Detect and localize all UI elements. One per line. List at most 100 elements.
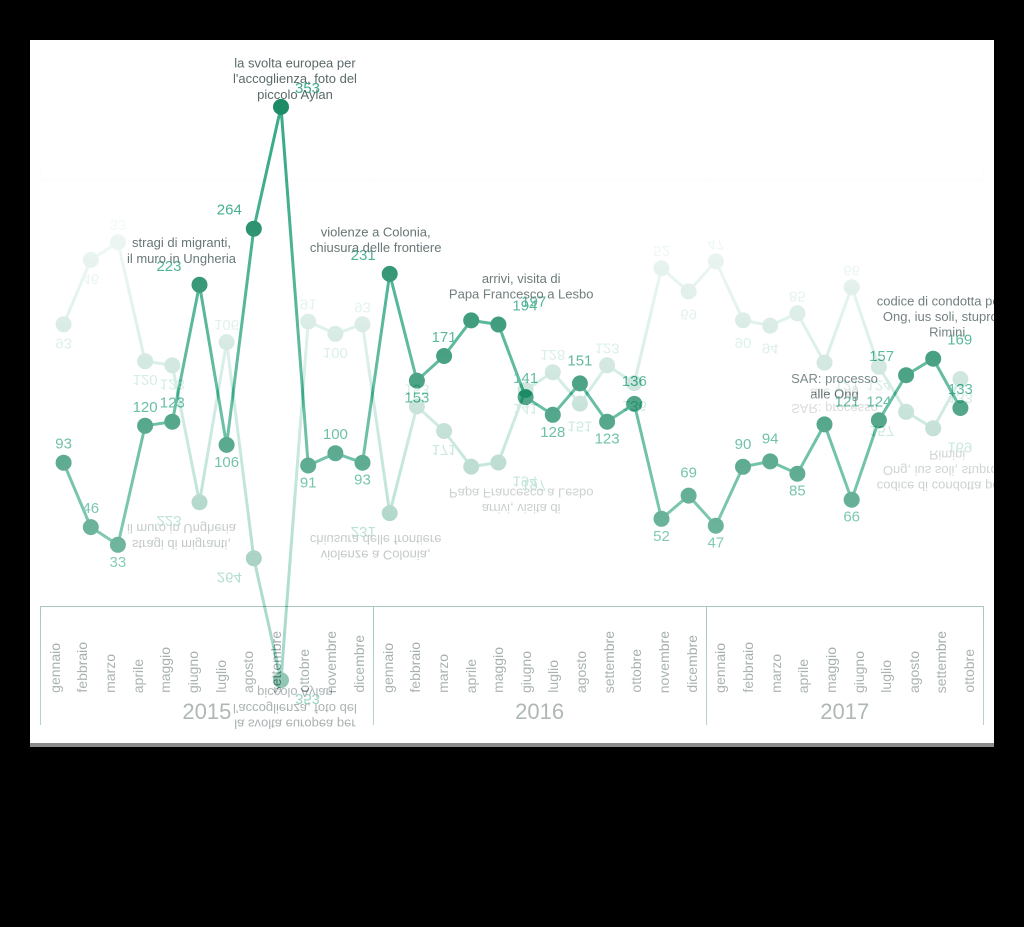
- month-label: gennaio: [712, 643, 728, 693]
- value-label: 33: [110, 554, 127, 571]
- month-label: giugno: [185, 651, 201, 693]
- data-point: [681, 488, 697, 504]
- value-label: 120: [133, 399, 158, 416]
- month-label: maggio: [823, 647, 839, 693]
- stage: 934633120123223stragi di migranti,il mur…: [0, 0, 1024, 927]
- month-label: maggio: [157, 647, 173, 693]
- x-axis: gennaio febbraio marzo aprile maggio giugno lu…: [30, 600, 994, 743]
- data-point: [355, 455, 371, 471]
- month-label: marzo: [102, 654, 118, 693]
- value-label: 91: [300, 475, 317, 492]
- value-label: 264: [217, 202, 242, 219]
- data-point: [599, 414, 615, 430]
- data-point: [898, 367, 914, 383]
- data-point: [164, 414, 180, 430]
- month-label: aprile: [130, 659, 146, 693]
- data-point: [817, 416, 833, 432]
- data-point: [708, 518, 724, 534]
- data-point: [83, 519, 99, 535]
- month-label: settembre: [933, 631, 949, 693]
- value-label: 106: [214, 454, 239, 471]
- data-point: [219, 437, 235, 453]
- month-label: marzo: [768, 654, 784, 693]
- line-chart: 934633120123223stragi di migranti,il mur…: [30, 40, 994, 600]
- month-label: marzo: [435, 654, 451, 693]
- month-label: luglio: [213, 660, 229, 693]
- value-label: 100: [323, 426, 348, 443]
- value-label: 93: [55, 436, 72, 453]
- year-label: 2016: [374, 693, 706, 725]
- chart-card: 934633120123223stragi di migranti,il mur…: [30, 40, 994, 743]
- value-label: 69: [680, 465, 697, 482]
- data-point: [572, 375, 588, 391]
- month-label: agosto: [906, 651, 922, 693]
- month-label: dicembre: [351, 635, 367, 693]
- value-label: 90: [735, 436, 752, 453]
- year-label: 2017: [707, 693, 983, 725]
- value-label: 66: [843, 509, 860, 526]
- value-label: 157: [869, 348, 894, 365]
- data-point: [137, 418, 153, 434]
- year-group: gennaiofebbraiomarzoaprilemaggiogiugnolu…: [706, 606, 984, 725]
- value-label: 151: [567, 352, 592, 369]
- data-point: [490, 317, 506, 333]
- value-label: 141: [513, 370, 538, 387]
- month-label: ottobre: [961, 649, 977, 693]
- chart-line: [64, 107, 961, 545]
- month-row: gennaio febbraio marzo aprile maggio giugno lu…: [41, 613, 373, 693]
- value-label: 153: [404, 390, 429, 407]
- month-label: gennaio: [47, 643, 63, 693]
- value-label: 46: [82, 500, 99, 517]
- data-point: [844, 492, 860, 508]
- data-point: [246, 221, 262, 237]
- month-label: gennaio: [380, 643, 396, 693]
- month-label: agosto: [573, 651, 589, 693]
- chart-area: 934633120123223stragi di migranti,il mur…: [30, 40, 994, 600]
- month-label: novembre: [323, 631, 339, 693]
- value-label: 94: [762, 430, 779, 447]
- month-label: aprile: [795, 659, 811, 693]
- year-group: gennaiofebbraiomarzoaprilemaggiogiugnolu…: [373, 606, 706, 725]
- data-point: [56, 455, 72, 471]
- month-label: febbraio: [407, 642, 423, 693]
- data-point: [436, 348, 452, 364]
- data-point: [626, 396, 642, 412]
- value-label: 171: [432, 329, 457, 346]
- month-row: gennaiofebbraiomarzoaprilemaggiogiugnolu…: [707, 613, 983, 693]
- month-label: novembre: [656, 631, 672, 693]
- value-label: 128: [540, 424, 565, 441]
- data-point: [545, 407, 561, 423]
- year-group: gennaio febbraio marzo aprile maggio giugno lu…: [40, 606, 373, 725]
- month-label: aprile: [463, 659, 479, 693]
- value-label: 136: [622, 373, 647, 390]
- data-point: [327, 445, 343, 461]
- data-point: [952, 400, 968, 416]
- data-point: [762, 453, 778, 469]
- month-label: febbraio: [74, 642, 90, 693]
- month-label: febbraio: [740, 642, 756, 693]
- data-point: [518, 389, 534, 405]
- value-label: 93: [354, 472, 371, 489]
- value-label: 194: [512, 298, 537, 315]
- data-point: [789, 466, 805, 482]
- data-point: [735, 459, 751, 475]
- month-label: agosto: [240, 651, 256, 693]
- value-label: 123: [595, 431, 620, 448]
- month-label: luglio: [878, 660, 894, 693]
- month-label: settembre: [268, 631, 284, 693]
- month-label: settembre: [601, 631, 617, 693]
- data-point: [192, 277, 208, 293]
- month-label: maggio: [490, 647, 506, 693]
- data-point: [654, 511, 670, 527]
- annotation: codice di condotta per leOng, ius soli, …: [877, 294, 994, 340]
- data-point: [300, 458, 316, 474]
- month-row: gennaiofebbraiomarzoaprilemaggiogiugnolu…: [374, 613, 706, 693]
- year-label: 2015: [41, 693, 373, 725]
- month-label: ottobre: [628, 649, 644, 693]
- annotation: stragi di migranti,il muro in Ungheria: [127, 235, 237, 266]
- data-point: [925, 351, 941, 367]
- month-label: luglio: [545, 660, 561, 693]
- annotation: SAR: processoalle Ong: [791, 371, 878, 402]
- value-label: 52: [653, 528, 670, 545]
- value-label: 133: [948, 381, 973, 398]
